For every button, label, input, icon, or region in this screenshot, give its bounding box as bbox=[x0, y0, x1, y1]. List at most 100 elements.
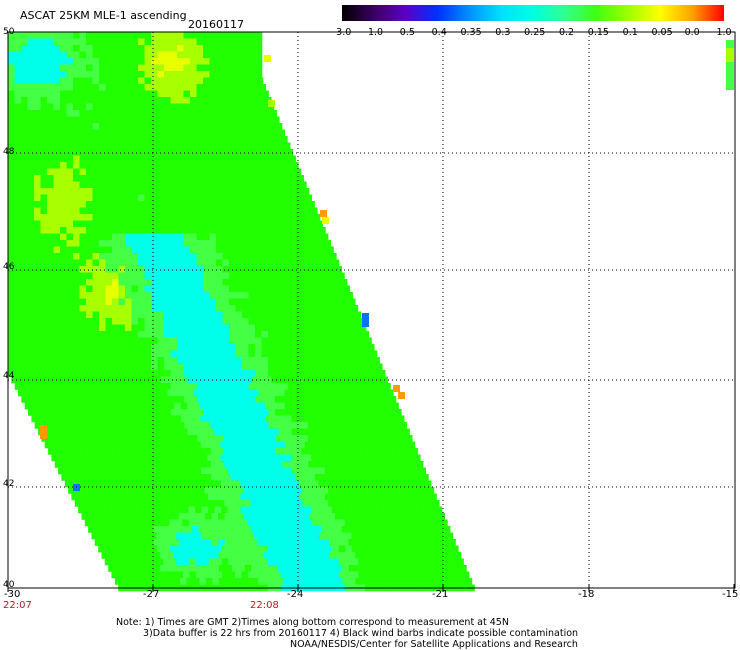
swath-cell bbox=[302, 487, 309, 494]
swath-cell bbox=[140, 526, 147, 533]
swath-cell bbox=[177, 168, 184, 176]
swath-cell bbox=[66, 90, 74, 98]
swath-cell bbox=[403, 519, 411, 527]
swath-cell bbox=[139, 448, 146, 455]
swath-cell bbox=[248, 181, 256, 189]
swath-cell bbox=[359, 357, 366, 364]
swath-cell bbox=[8, 311, 15, 319]
swath-cell bbox=[300, 227, 308, 234]
swath-cell bbox=[77, 480, 85, 488]
swath-cell bbox=[120, 500, 128, 507]
swath-cell bbox=[196, 201, 204, 208]
swath-cell bbox=[229, 90, 236, 98]
swath-cell bbox=[164, 214, 171, 221]
swath-cell bbox=[27, 129, 35, 137]
swath-cell bbox=[21, 51, 28, 59]
swath-cell bbox=[203, 175, 210, 182]
swath-cell bbox=[144, 58, 152, 65]
swath-cell bbox=[118, 370, 126, 377]
swath-cell bbox=[215, 558, 223, 566]
swath-cell bbox=[426, 565, 434, 572]
swath-cell bbox=[190, 32, 197, 39]
swath-cell bbox=[350, 428, 357, 436]
swath-cell bbox=[40, 116, 48, 124]
swath-cell bbox=[352, 305, 359, 312]
swath-cell bbox=[351, 558, 359, 566]
swath-cell bbox=[162, 480, 170, 488]
swath-cell bbox=[330, 415, 338, 423]
swath-cell bbox=[339, 383, 347, 390]
swath-cell bbox=[51, 428, 58, 436]
swath-cell bbox=[101, 513, 108, 520]
swath-cell bbox=[370, 493, 378, 501]
swath-cell bbox=[279, 506, 287, 514]
swath-cell bbox=[183, 214, 191, 221]
swath-cell bbox=[272, 428, 279, 436]
swath-cell bbox=[300, 272, 308, 280]
swath-cell bbox=[365, 324, 367, 332]
swath-cell bbox=[14, 220, 22, 228]
swath-cell bbox=[209, 311, 217, 319]
swath-cell bbox=[220, 480, 228, 488]
swath-cell bbox=[171, 448, 179, 455]
swath-cell bbox=[415, 493, 423, 501]
swath-cell bbox=[118, 103, 126, 111]
swath-cell bbox=[203, 292, 210, 299]
swath-cell bbox=[261, 90, 269, 98]
swath-cell bbox=[73, 305, 80, 312]
swath-cell bbox=[291, 402, 298, 410]
swath-cell bbox=[151, 188, 158, 195]
swath-cell bbox=[79, 207, 87, 215]
swath-cell bbox=[281, 227, 288, 234]
swath-cell bbox=[276, 539, 284, 546]
swath-cell bbox=[343, 441, 351, 449]
swath-cell bbox=[216, 285, 223, 293]
swath-cell bbox=[183, 571, 190, 579]
swath-cell bbox=[164, 311, 171, 319]
swath-cell bbox=[339, 357, 347, 364]
swath-cell bbox=[286, 545, 294, 553]
swath-cell bbox=[325, 506, 332, 514]
swath-cell bbox=[79, 45, 87, 52]
swath-cell bbox=[112, 344, 119, 351]
swath-cell bbox=[53, 51, 61, 59]
swath-cell bbox=[99, 58, 106, 65]
swath-cell bbox=[288, 409, 295, 416]
swath-cell bbox=[92, 64, 100, 72]
swath-cell bbox=[442, 558, 450, 566]
swath-cell bbox=[362, 402, 370, 410]
swath-cell bbox=[203, 409, 211, 416]
swath-cell bbox=[240, 493, 248, 501]
swath-cell bbox=[310, 415, 318, 423]
swath-cell bbox=[144, 45, 152, 52]
swath-cell bbox=[222, 259, 230, 267]
swath-cell bbox=[336, 415, 344, 423]
swath-cell bbox=[313, 324, 321, 332]
swath-cell bbox=[268, 435, 276, 442]
swath-cell bbox=[249, 435, 257, 442]
swath-cell bbox=[220, 454, 228, 462]
swath-cell bbox=[157, 344, 165, 351]
swath-cell bbox=[432, 487, 435, 494]
swath-cell bbox=[112, 233, 119, 241]
swath-cell bbox=[346, 305, 353, 312]
swath-cell bbox=[165, 487, 173, 494]
swath-cell bbox=[257, 578, 265, 585]
swath-cell bbox=[86, 188, 93, 195]
swath-cell bbox=[60, 350, 67, 358]
swath-cell bbox=[79, 155, 87, 163]
swath-cell bbox=[239, 402, 246, 410]
swath-cell bbox=[203, 136, 210, 143]
swath-cell bbox=[419, 539, 427, 546]
swath-cell bbox=[105, 155, 113, 163]
swath-cell bbox=[364, 519, 372, 527]
swath-cell bbox=[379, 448, 387, 455]
swath-cell bbox=[301, 461, 309, 468]
swath-cell bbox=[264, 552, 271, 559]
swath-cell bbox=[53, 370, 61, 377]
swath-cell bbox=[232, 389, 240, 397]
swath-cell bbox=[203, 324, 210, 332]
swath-cell bbox=[47, 77, 54, 85]
swath-cell bbox=[119, 448, 127, 455]
swath-cell bbox=[307, 253, 314, 260]
